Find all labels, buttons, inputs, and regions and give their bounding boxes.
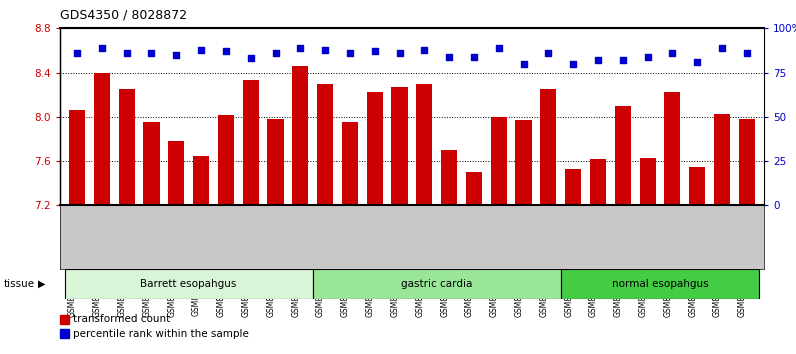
Point [369,48,381,54]
Point [318,47,331,52]
Bar [739,119,755,205]
Point [616,57,629,63]
Point [269,50,282,56]
Text: GDS4350 / 8028872: GDS4350 / 8028872 [60,9,187,22]
Point [642,54,654,59]
Point [542,50,555,56]
Bar [64,269,313,299]
Bar [367,92,383,205]
Bar [466,172,482,205]
Bar [416,84,432,205]
Bar [665,92,681,205]
Point [691,59,704,65]
Text: gastric cardia: gastric cardia [401,279,472,289]
Bar [119,89,135,205]
Point [567,61,579,67]
Bar [313,269,560,299]
Bar [615,106,631,205]
Point [220,48,232,54]
Bar [317,84,334,205]
Point [418,47,431,52]
Bar [94,73,110,205]
Bar [392,87,408,205]
Text: ▶: ▶ [38,279,45,289]
Point [294,45,306,51]
Bar [341,122,358,205]
Point [443,54,455,59]
Point [96,45,108,51]
Point [145,50,158,56]
Text: percentile rank within the sample: percentile rank within the sample [73,329,249,339]
Text: tissue: tissue [4,279,35,289]
Point [195,47,208,52]
Bar [540,89,556,205]
Point [666,50,679,56]
Bar [714,114,730,205]
Point [244,56,257,61]
Bar [143,122,159,205]
Point [71,50,84,56]
Bar [60,315,69,324]
Point [170,52,182,58]
Bar [60,329,69,338]
Point [517,61,530,67]
Text: normal esopahgus: normal esopahgus [611,279,708,289]
Text: transformed count: transformed count [73,314,170,325]
Bar [243,80,259,205]
Text: Barrett esopahgus: Barrett esopahgus [141,279,237,289]
Bar [292,66,308,205]
Bar [565,169,581,205]
Bar [441,150,457,205]
Point [393,50,406,56]
Bar [639,158,656,205]
Bar [560,269,759,299]
Bar [193,155,209,205]
Bar [168,141,185,205]
Bar [590,159,606,205]
Point [344,50,357,56]
Bar [218,115,234,205]
Bar [516,120,532,205]
Bar [69,110,85,205]
Bar [689,167,705,205]
Bar [490,117,507,205]
Point [740,50,753,56]
Bar [267,119,283,205]
Point [120,50,133,56]
Point [493,45,505,51]
Point [716,45,728,51]
Point [591,57,604,63]
Point [467,54,480,59]
